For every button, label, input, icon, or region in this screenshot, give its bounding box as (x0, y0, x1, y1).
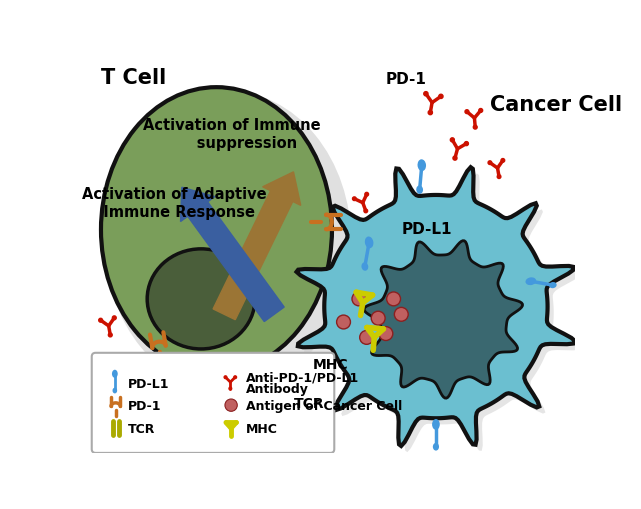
Circle shape (112, 316, 116, 320)
Ellipse shape (549, 282, 556, 289)
Polygon shape (303, 174, 581, 453)
Circle shape (439, 95, 443, 99)
Text: PD-1: PD-1 (386, 72, 427, 87)
Circle shape (501, 159, 504, 163)
Ellipse shape (365, 237, 374, 249)
Circle shape (111, 354, 115, 358)
Text: Antigen of Cancer Cell: Antigen of Cancer Cell (246, 399, 402, 412)
Ellipse shape (113, 388, 117, 393)
Circle shape (387, 292, 401, 306)
Circle shape (379, 327, 393, 341)
Ellipse shape (105, 92, 351, 391)
Ellipse shape (147, 249, 255, 349)
Circle shape (337, 316, 351, 329)
Circle shape (117, 373, 121, 377)
Ellipse shape (112, 370, 118, 378)
Circle shape (99, 319, 103, 323)
Text: TCR: TCR (294, 396, 324, 410)
Ellipse shape (416, 186, 423, 194)
Circle shape (464, 143, 469, 147)
Text: Activation of Immune
      suppression: Activation of Immune suppression (143, 118, 320, 150)
Text: Anti-PD-1/PD-L1: Anti-PD-1/PD-L1 (246, 371, 359, 384)
Text: T Cell: T Cell (101, 68, 166, 88)
Circle shape (108, 333, 112, 337)
Text: MHC: MHC (313, 357, 348, 372)
Circle shape (234, 376, 237, 379)
Ellipse shape (526, 278, 536, 286)
Ellipse shape (101, 88, 332, 372)
Text: Cancer Cell: Cancer Cell (490, 95, 622, 115)
Circle shape (365, 193, 369, 196)
Text: TCR: TCR (128, 422, 155, 435)
Text: PD-1: PD-1 (128, 399, 162, 412)
Text: PD-L1: PD-L1 (401, 222, 452, 237)
Circle shape (473, 126, 477, 130)
Polygon shape (297, 168, 576, 446)
Circle shape (451, 138, 454, 143)
Circle shape (353, 197, 356, 201)
Circle shape (225, 399, 237, 411)
Ellipse shape (432, 419, 440, 430)
FancyArrow shape (181, 188, 284, 322)
Circle shape (364, 210, 367, 213)
Circle shape (424, 93, 428, 97)
Circle shape (371, 312, 385, 325)
Circle shape (224, 376, 227, 379)
Ellipse shape (362, 263, 369, 271)
Circle shape (465, 110, 469, 115)
Ellipse shape (433, 443, 439, 450)
Circle shape (479, 109, 483, 113)
FancyArrow shape (213, 173, 301, 320)
Circle shape (352, 292, 366, 306)
Circle shape (488, 161, 492, 165)
Text: Antibody: Antibody (246, 383, 308, 395)
Polygon shape (364, 241, 522, 399)
Text: PD-L1: PD-L1 (128, 377, 169, 390)
Circle shape (453, 157, 457, 161)
Ellipse shape (417, 160, 426, 172)
Circle shape (126, 356, 131, 360)
FancyBboxPatch shape (92, 353, 335, 453)
Circle shape (360, 331, 374, 345)
Circle shape (394, 308, 408, 322)
Circle shape (428, 111, 433, 116)
Circle shape (497, 176, 501, 179)
Circle shape (229, 387, 231, 390)
Text: MHC: MHC (246, 422, 278, 435)
Text: Activation of Adaptive
  Immune Response: Activation of Adaptive Immune Response (82, 187, 267, 219)
